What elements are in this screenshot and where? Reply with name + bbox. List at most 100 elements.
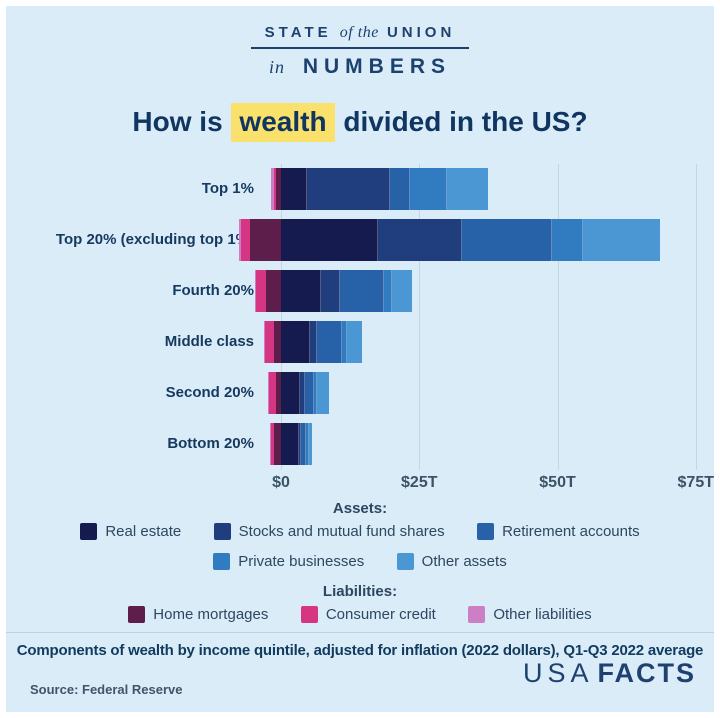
bar-segment-private-businesses <box>306 423 309 465</box>
legend-label: Other assets <box>421 553 507 570</box>
bar-segment-other-assets <box>582 219 660 261</box>
assets-legend-row-1: Real estate Stocks and mutual fund share… <box>6 523 714 545</box>
legend-label: Stocks and mutual fund shares <box>238 523 445 540</box>
retirement-swatch <box>477 523 495 540</box>
chart-legend: Assets: Real estate Stocks and mutual fu… <box>6 498 714 636</box>
masthead-in: in <box>268 57 285 77</box>
other-assets-swatch <box>396 553 414 570</box>
bar-segment-retirement-accounts <box>461 219 552 261</box>
bar-segment-home-mortgages <box>266 270 281 312</box>
bar-segment-stocks-and-mutual-fund-shares <box>309 321 317 363</box>
bar-segment-other-liabilities <box>267 372 269 414</box>
bar-segment-consumer-credit <box>274 168 277 210</box>
bar-segment-consumer-credit <box>241 219 251 261</box>
bar-segment-real-estate <box>281 219 378 261</box>
gridline <box>557 164 559 470</box>
bar-segment-consumer-credit <box>264 321 274 363</box>
masthead-state: STATE <box>264 24 332 41</box>
bar-segment-retirement-accounts <box>304 372 314 414</box>
bar-segment-real-estate <box>281 372 300 414</box>
bar-segment-home-mortgages <box>276 372 281 414</box>
footer-divider <box>6 632 714 633</box>
bar-segment-stocks-and-mutual-fund-shares <box>306 168 390 210</box>
legend-item-real-estate: Real estate <box>80 523 181 540</box>
gridline <box>281 164 282 470</box>
bar-segment-consumer-credit <box>271 423 275 465</box>
bar-segment-other-liabilities <box>263 321 265 363</box>
assets-legend-row-2: Private businesses Other assets <box>6 553 714 575</box>
bar-segment-home-mortgages <box>274 423 281 465</box>
bar-segment-private-businesses <box>313 372 318 414</box>
bar-segment-other-liabilities <box>271 168 275 210</box>
bar-row-label: Second 20% <box>165 384 254 401</box>
other-liabilities-swatch <box>468 606 486 623</box>
bar-segment-consumer-credit <box>268 372 277 414</box>
logo-facts: FACTS <box>597 658 696 688</box>
bar-segment-other-assets <box>392 270 413 312</box>
axis-tick-label: $50T <box>539 474 576 491</box>
bar-row-label: Bottom 20% <box>167 435 254 452</box>
bar-segment-private-businesses <box>384 270 393 312</box>
consumer-credit-swatch <box>300 606 318 623</box>
bar-segment-other-assets <box>308 423 312 465</box>
bar-segment-consumer-credit <box>256 270 267 312</box>
gridline <box>419 164 421 470</box>
axis-tick-label: $25T <box>401 474 438 491</box>
legend-item-other-liabilities: Other liabilities <box>468 606 592 623</box>
bar-segment-private-businesses <box>409 168 447 210</box>
chart-footnote: Components of wealth by income quintile,… <box>16 642 704 659</box>
bar-segment-retirement-accounts <box>316 321 342 363</box>
liabilities-legend-row: Home mortgages Consumer credit Other lia… <box>6 606 714 628</box>
bar-segment-real-estate <box>281 270 321 312</box>
legend-item-other-assets: Other assets <box>396 553 507 570</box>
legend-label: Retirement accounts <box>502 523 640 540</box>
bar-segment-retirement-accounts <box>389 168 410 210</box>
bar-segment-other-liabilities <box>238 219 242 261</box>
title-suffix: divided in the US? <box>343 106 588 137</box>
bar-segment-other-assets <box>317 372 329 414</box>
bar-segment-home-mortgages <box>273 321 281 363</box>
legend-label: Real estate <box>105 523 182 540</box>
liabilities-legend-heading: Liabilities: <box>322 583 398 600</box>
title-highlight: wealth <box>231 103 335 142</box>
bar-segment-home-mortgages <box>250 219 281 261</box>
legend-item-stocks: Stocks and mutual fund shares <box>213 523 445 540</box>
bar-segment-stocks-and-mutual-fund-shares <box>299 372 305 414</box>
bar-segment-real-estate <box>281 321 310 363</box>
gridline <box>695 164 697 470</box>
bar-segment-retirement-accounts <box>339 270 385 312</box>
bar-segment-real-estate <box>281 168 307 210</box>
bar-segment-other-assets <box>446 168 489 210</box>
bar-row-label: Fourth 20% <box>172 282 254 299</box>
private-businesses-swatch <box>213 553 231 570</box>
bar-segment-real-estate <box>281 423 299 465</box>
bar-segment-stocks-and-mutual-fund-shares <box>298 423 302 465</box>
axis-tick-label: $0 <box>272 474 290 491</box>
bar-segment-stocks-and-mutual-fund-shares <box>320 270 340 312</box>
assets-legend-heading: Assets: <box>332 500 388 517</box>
masthead-union: UNION <box>386 24 456 41</box>
bar-row-label: Top 20% (excluding top 1%) <box>55 231 254 248</box>
masthead-line2: in NUMBERS <box>6 55 714 79</box>
bar-segment-other-assets <box>346 321 362 363</box>
page-title: How is wealth divided in the US? <box>6 103 714 142</box>
legend-item-retirement: Retirement accounts <box>477 523 640 540</box>
usafacts-logo: USA FACTS <box>523 658 696 689</box>
masthead-numbers: NUMBERS <box>302 55 452 78</box>
legend-label: Consumer credit <box>325 606 436 623</box>
axis-tick-label: $75T <box>677 474 714 491</box>
masthead: STATE of the UNION in NUMBERS <box>6 24 714 79</box>
logo-usa: USA <box>522 658 594 688</box>
legend-item-private-businesses: Private businesses <box>213 553 364 570</box>
masthead-of-the: of the <box>339 24 379 41</box>
chart-area: $0 $25T $50T $75T Top 1% Top 20% (excluding t… <box>6 164 714 500</box>
legend-item-home-mortgages: Home mortgages <box>128 606 268 623</box>
bar-segment-stocks-and-mutual-fund-shares <box>377 219 462 261</box>
bar-segment-retirement-accounts <box>301 423 307 465</box>
legend-label: Private businesses <box>238 553 365 570</box>
masthead-rule <box>251 47 469 49</box>
bar-segment-other-liabilities <box>255 270 257 312</box>
real-estate-swatch <box>80 523 98 540</box>
home-mortgages-swatch <box>128 606 146 623</box>
